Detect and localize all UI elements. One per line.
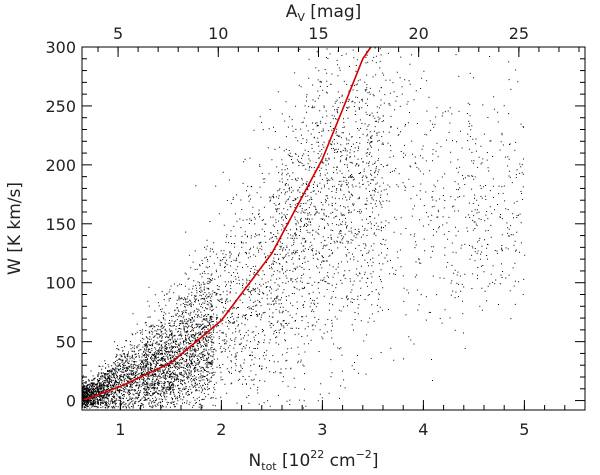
top-tick-label: 10 [208,24,228,43]
x-tick-label: 3 [317,420,327,439]
x-axis-title-rest: [10 [277,451,311,471]
y-tick-label: 100 [45,274,76,293]
x-axis-title-unit: cm [324,451,355,471]
plot-frame [82,47,585,410]
x-axis-title-base: N [249,451,262,471]
x-tick-label: 1 [115,420,125,439]
x-tick-label: 4 [418,420,428,439]
x-axis-title-sup: 22 [310,448,324,461]
scatter-points [82,48,525,409]
y-tick-label: 300 [45,38,76,57]
y-axis-title: W [K km/s] [5,182,25,275]
scatter-point-cloud [82,48,525,409]
y-tick-label: 200 [45,156,76,175]
x-axis-title: Ntot [1022 cm−2] [249,448,379,473]
x-tick-label: 2 [216,420,226,439]
y-tick-label: 250 [45,97,76,116]
x-tick-label: 5 [519,420,529,439]
top-tick-label: 5 [113,24,123,43]
y-tick-label: 0 [66,392,76,411]
top-axis-title-base: A [286,2,298,22]
top-axis-title: AV [mag] [286,2,362,24]
top-axis-title-rest: [mag] [305,2,361,22]
x-axis-title-close: ] [372,451,379,471]
top-tick-label: 15 [308,24,328,43]
top-tick-label: 20 [408,24,428,43]
y-tick-label: 150 [45,215,76,234]
x-axis-title-sub: tot [261,460,277,473]
y-tick-label: 50 [56,333,76,352]
top-tick-label: 25 [509,24,529,43]
x-axis-title-unit-sup: −2 [356,448,372,461]
